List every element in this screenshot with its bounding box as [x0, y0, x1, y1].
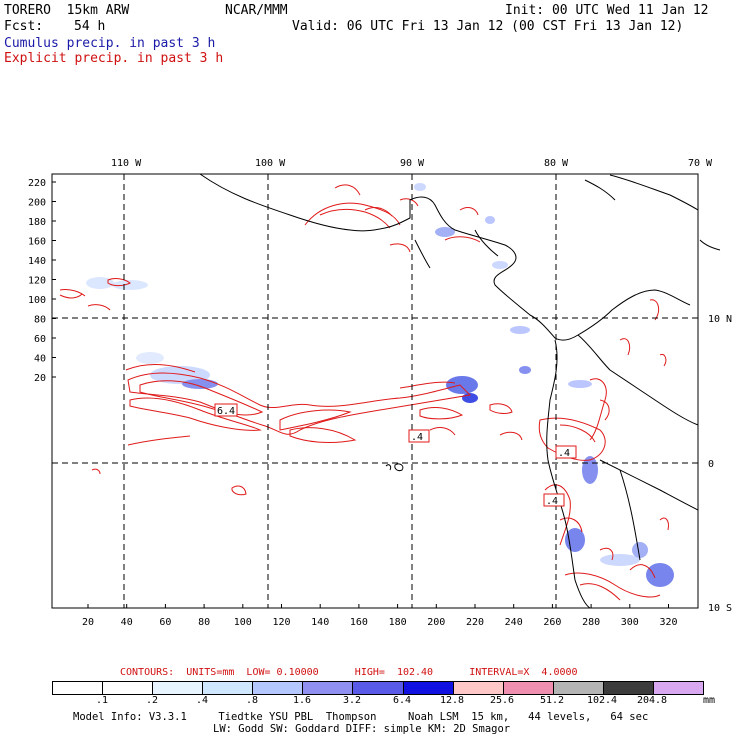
colorbar-label: 102.4	[586, 695, 618, 706]
map-frame	[51, 173, 699, 609]
forecast-hour: 54 h	[74, 19, 106, 34]
colorbar-label: 3.2	[342, 695, 362, 706]
colorbar-swatch	[303, 682, 354, 694]
x-tick-label: 80	[198, 617, 210, 628]
colorbar-swatch	[353, 682, 404, 694]
x-tick-label: 60	[159, 617, 171, 628]
explicit-precip-contours	[59, 184, 669, 601]
colorbar-swatch	[53, 682, 104, 694]
y-tick-label: 20	[34, 373, 46, 384]
x-tick-label: 220	[466, 617, 484, 628]
lat-label-0: 0	[708, 459, 714, 470]
x-tick-label: 120	[272, 617, 290, 628]
colorbar-label: .4	[195, 695, 209, 706]
x-tick-label: 20	[82, 617, 94, 628]
colorbar-swatch	[603, 682, 654, 694]
lon-label-100w: 100 W	[255, 158, 286, 169]
model-title: TORERO 15km ARW	[4, 3, 130, 18]
x-tick-labels: 20 40 60 80 100 120 140 160 180 200 220 240 260 280 30…	[82, 317, 698, 628]
colorbar-swatch	[153, 682, 204, 694]
x-tick-label: 320	[659, 617, 677, 628]
contour-labels: 6.4 .4 .4 .4	[214, 403, 577, 507]
forecast-label: Fcst:	[4, 19, 44, 34]
x-tick-label: 300	[621, 617, 639, 628]
x-tick-label: 200	[427, 617, 445, 628]
colorbar-swatch	[653, 682, 704, 694]
y-tick-label: 180	[28, 217, 46, 228]
x-tick-label: 100	[234, 617, 252, 628]
y-tick-label: 60	[34, 334, 46, 345]
x-tick-label: 40	[121, 617, 133, 628]
colorbar	[52, 681, 704, 695]
x-tick-label: 260	[543, 617, 561, 628]
cumulus-precip-areas	[86, 183, 674, 587]
valid-time: Valid: 06 UTC Fri 13 Jan 12 (00 CST Fri …	[292, 19, 684, 34]
colorbar-swatch	[553, 682, 604, 694]
contours-info: CONTOURS: UNITS=mm LOW= 0.10000 HIGH= 10…	[120, 667, 578, 678]
x-tick-label: 140	[311, 617, 329, 628]
colorbar-label: 12.8	[439, 695, 465, 706]
lat-label-10n: 10 N	[708, 314, 732, 325]
field-cumulus-label: Cumulus precip. in past 3 h	[4, 36, 216, 51]
colorbar-swatch	[503, 682, 554, 694]
colorbar-label: .2	[145, 695, 159, 706]
colorbar-label: 51.2	[539, 695, 565, 706]
colorbar-label: 25.6	[489, 695, 515, 706]
y-tick-label: 200	[28, 198, 46, 209]
graticule	[52, 174, 698, 608]
colorbar-swatch	[253, 682, 304, 694]
model-info-line2: LW: Godd SW: Goddard DIFF: simple KM: 2D…	[213, 723, 511, 735]
lon-label-110w: 110 W	[111, 158, 142, 169]
x-tick-label: 180	[389, 617, 407, 628]
y-tick-label: 80	[34, 315, 46, 326]
colorbar-swatch	[403, 682, 454, 694]
lon-label-70w: 70 W	[688, 158, 713, 169]
colorbar-label: .1	[95, 695, 109, 706]
colorbar-labels: .1 .2 .4 .8 1.6 3.2 6.4 12.8 25.6 51.2 102.4 204.8	[52, 695, 702, 707]
lon-label-90w: 90 W	[400, 158, 425, 169]
y-tick-label: 120	[28, 276, 46, 287]
contour-label-0-4c: .4	[546, 496, 558, 507]
y-tick-label: 160	[28, 237, 46, 248]
colorbar-label: 1.6	[292, 695, 312, 706]
contour-label-0-4b: .4	[558, 448, 570, 459]
colorbar-unit: mm	[703, 695, 716, 706]
colorbar-swatch	[103, 682, 154, 694]
colorbar-swatch	[203, 682, 254, 694]
y-tick-label: 220	[28, 178, 46, 189]
y-tick-label: 100	[28, 295, 46, 306]
colorbar-swatch	[453, 682, 504, 694]
colorbar-label: 204.8	[636, 695, 668, 706]
x-tick-label: 280	[582, 617, 600, 628]
colorbar-label: .8	[245, 695, 259, 706]
x-tick-label: 160	[350, 617, 368, 628]
lon-label-80w: 80 W	[544, 158, 569, 169]
y-tick-labels: 220 200 180 160 140 120 100 80 60 40 20	[28, 178, 56, 384]
lat-label-10s: 10 S	[708, 603, 732, 614]
contour-label-0-4a: .4	[411, 432, 423, 443]
contour-label-6-4: 6.4	[217, 406, 235, 417]
field-explicit-label: Explicit precip. in past 3 h	[4, 51, 224, 66]
model-info-line1: Model Info: V3.3.1 Tiedtke YSU PBL Thomp…	[73, 711, 649, 723]
colorbar-label: 6.4	[392, 695, 412, 706]
x-tick-label: 240	[505, 617, 523, 628]
precipitation-map: 110 W 100 W 90 W 80 W 70 W 10 N 0 10 S 2…	[28, 158, 732, 628]
init-time: Init: 00 UTC Wed 11 Jan 12	[505, 3, 709, 18]
y-tick-label: 140	[28, 256, 46, 267]
y-tick-label: 40	[34, 354, 46, 365]
organization-label: NCAR/MMM	[225, 3, 288, 18]
